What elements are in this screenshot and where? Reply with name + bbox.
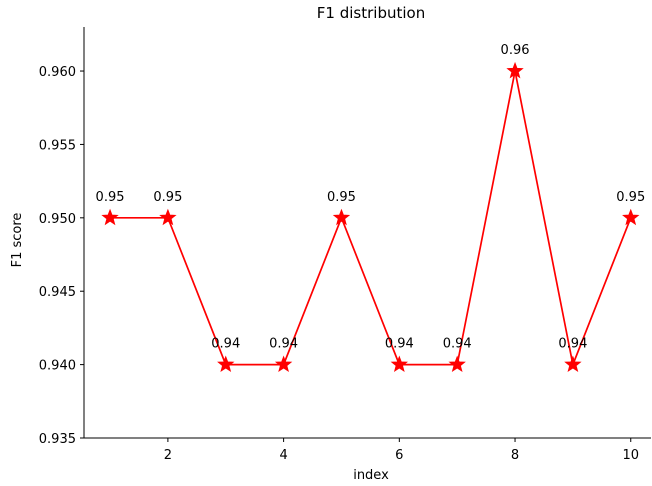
data-point-star <box>506 61 524 79</box>
data-label: 0.94 <box>443 337 472 352</box>
x-tick-label: 4 <box>279 448 287 463</box>
x-tick-label: 6 <box>395 448 403 463</box>
data-point-star <box>217 355 235 372</box>
data-point-star <box>448 355 466 372</box>
y-tick-label: 0.935 <box>39 432 76 447</box>
data-label: 0.94 <box>558 337 587 352</box>
y-tick-label: 0.960 <box>39 65 76 80</box>
data-label: 0.94 <box>385 337 414 352</box>
data-label: 0.95 <box>616 190 645 205</box>
data-point-star <box>159 208 177 226</box>
x-tick-label: 10 <box>622 448 639 463</box>
x-axis-title: index <box>353 468 389 483</box>
data-point-star <box>564 355 582 372</box>
x-tick-label: 8 <box>511 448 519 463</box>
series-line <box>110 70 632 368</box>
data-label: 0.96 <box>501 43 530 58</box>
data-point-star <box>332 208 351 226</box>
data-point-star <box>390 355 408 372</box>
data-point-star <box>622 208 640 226</box>
y-tick-label: 0.950 <box>39 212 76 227</box>
x-tick-label: 2 <box>164 448 172 463</box>
series-layer: 0.95 0.95 0.94 0.94 0.95 0.94 0.94 0.96 0.94 0.95 <box>96 43 645 372</box>
y-axis: 0.935 0.940 0.945 0.950 0.955 0.960 <box>39 27 85 447</box>
y-tick-label: 0.945 <box>39 285 76 300</box>
data-label: 0.94 <box>211 337 240 352</box>
y-axis-title: F1 score <box>10 213 25 268</box>
data-label: 0.95 <box>96 190 125 205</box>
data-label: 0.94 <box>269 337 298 352</box>
chart-title: F1 distribution <box>317 4 425 22</box>
y-tick-label: 0.955 <box>39 138 76 153</box>
data-point-star <box>274 355 293 372</box>
data-point-star <box>101 208 119 226</box>
data-label: 0.95 <box>153 190 182 205</box>
x-axis: 2 4 6 8 10 <box>84 437 651 463</box>
y-tick-label: 0.940 <box>39 359 76 374</box>
data-label: 0.95 <box>327 190 356 205</box>
